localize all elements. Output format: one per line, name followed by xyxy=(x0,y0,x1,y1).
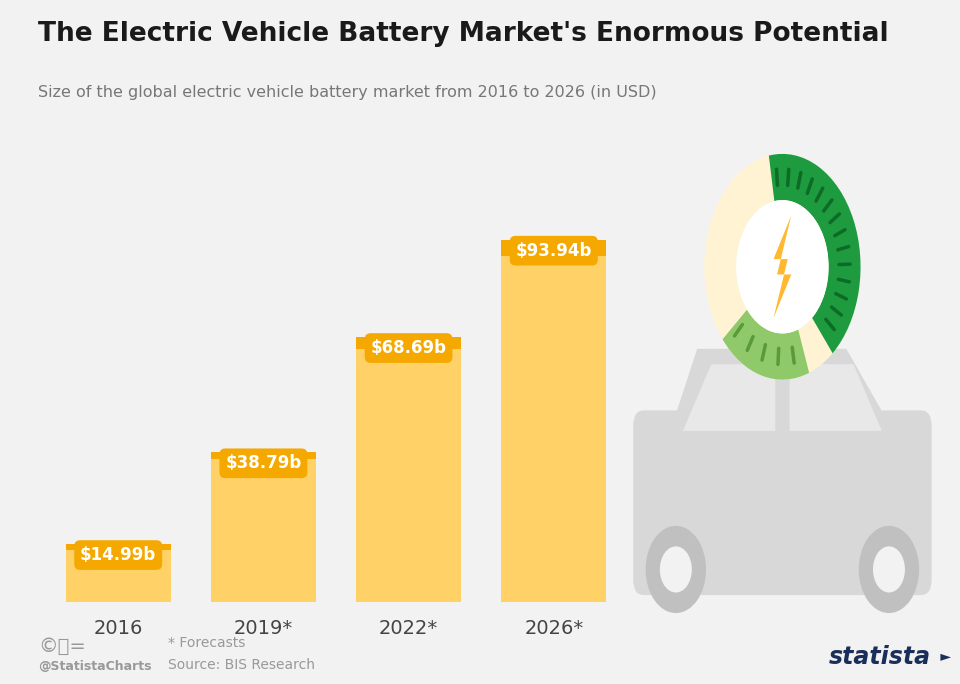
Bar xyxy=(356,337,461,602)
Circle shape xyxy=(660,547,692,592)
FancyBboxPatch shape xyxy=(634,410,931,595)
Wedge shape xyxy=(705,156,832,380)
Wedge shape xyxy=(723,310,809,380)
Text: $38.79b: $38.79b xyxy=(226,454,301,472)
Bar xyxy=(211,452,316,602)
Text: The Electric Vehicle Battery Market's Enormous Potential: The Electric Vehicle Battery Market's En… xyxy=(38,21,889,47)
Bar xyxy=(356,337,461,349)
Text: $68.69b: $68.69b xyxy=(371,339,446,357)
Bar xyxy=(66,544,171,550)
Text: $93.94b: $93.94b xyxy=(516,241,592,260)
Polygon shape xyxy=(683,364,776,431)
Polygon shape xyxy=(774,215,791,318)
Text: ©ⓘ=: ©ⓘ= xyxy=(38,637,86,656)
Bar xyxy=(501,240,606,256)
Text: @StatistaCharts: @StatistaCharts xyxy=(38,660,152,674)
Circle shape xyxy=(646,526,706,613)
Wedge shape xyxy=(769,154,860,353)
Bar xyxy=(501,240,606,602)
Bar xyxy=(66,544,171,602)
Circle shape xyxy=(736,200,828,334)
Polygon shape xyxy=(789,364,882,431)
Text: * Forecasts: * Forecasts xyxy=(168,636,246,650)
Polygon shape xyxy=(669,349,896,436)
Bar xyxy=(211,452,316,459)
Circle shape xyxy=(859,526,919,613)
Text: Source: BIS Research: Source: BIS Research xyxy=(168,658,315,672)
Text: ►: ► xyxy=(936,650,951,663)
Text: statista: statista xyxy=(829,644,931,669)
Circle shape xyxy=(873,547,905,592)
Text: Size of the global electric vehicle battery market from 2016 to 2026 (in USD): Size of the global electric vehicle batt… xyxy=(38,86,657,101)
Text: $14.99b: $14.99b xyxy=(80,546,156,564)
